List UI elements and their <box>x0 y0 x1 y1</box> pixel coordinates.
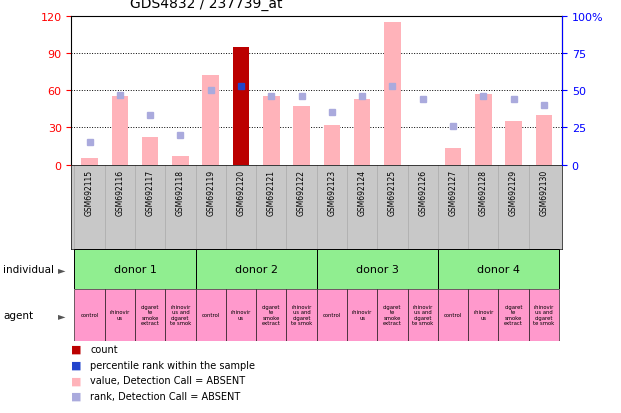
Bar <box>347 289 378 341</box>
Bar <box>196 289 226 341</box>
Text: ►: ► <box>58 310 65 320</box>
Text: GSM692129: GSM692129 <box>509 169 518 216</box>
Text: GSM692121: GSM692121 <box>267 169 276 215</box>
Text: count: count <box>90 344 117 354</box>
Text: GSM692128: GSM692128 <box>479 169 487 215</box>
Text: ■: ■ <box>71 344 82 354</box>
Text: GSM692127: GSM692127 <box>448 169 458 216</box>
Bar <box>75 289 105 341</box>
Text: ■: ■ <box>71 360 82 370</box>
Text: GSM692118: GSM692118 <box>176 169 185 215</box>
Bar <box>528 289 559 341</box>
Bar <box>468 289 499 341</box>
Text: rhinovir
us: rhinovir us <box>352 310 373 320</box>
Bar <box>438 250 559 289</box>
Bar <box>263 97 279 165</box>
Text: donor 1: donor 1 <box>114 264 156 275</box>
Text: rhinovir
us: rhinovir us <box>231 310 251 320</box>
Text: individual: individual <box>3 264 54 275</box>
Text: control: control <box>444 312 462 318</box>
Bar <box>165 289 196 341</box>
Bar <box>354 100 371 165</box>
Bar <box>384 23 401 165</box>
Text: GSM692115: GSM692115 <box>85 169 94 216</box>
Text: GSM692122: GSM692122 <box>297 169 306 215</box>
Text: cigaret
te
smoke
extract: cigaret te smoke extract <box>383 304 402 325</box>
Bar <box>286 289 317 341</box>
Text: GSM692120: GSM692120 <box>237 169 245 216</box>
Text: value, Detection Call = ABSENT: value, Detection Call = ABSENT <box>90 375 245 385</box>
Bar <box>75 250 196 289</box>
Text: GSM692116: GSM692116 <box>116 169 124 216</box>
Text: cigaret
te
smoke
extract: cigaret te smoke extract <box>262 304 281 325</box>
Text: rhinovir
us and
cigaret
te smok: rhinovir us and cigaret te smok <box>533 304 555 325</box>
Text: rhinovir
us: rhinovir us <box>473 310 494 320</box>
Bar <box>142 138 158 165</box>
Text: cigaret
te
smoke
extract: cigaret te smoke extract <box>141 304 160 325</box>
Bar <box>317 289 347 341</box>
Text: GSM692117: GSM692117 <box>146 169 155 216</box>
Text: GSM692124: GSM692124 <box>358 169 366 216</box>
Text: donor 2: donor 2 <box>235 264 278 275</box>
Bar <box>112 97 128 165</box>
Bar <box>172 157 189 165</box>
Text: donor 3: donor 3 <box>356 264 399 275</box>
Text: ►: ► <box>58 264 65 275</box>
Bar <box>293 107 310 165</box>
Text: GSM692123: GSM692123 <box>327 169 337 216</box>
Text: ■: ■ <box>71 375 82 385</box>
Bar <box>81 159 98 165</box>
Text: GSM692130: GSM692130 <box>539 169 548 216</box>
Text: control: control <box>323 312 341 318</box>
Bar <box>505 122 522 165</box>
Text: rhinovir
us and
cigaret
te smok: rhinovir us and cigaret te smok <box>170 304 191 325</box>
Text: GSM692125: GSM692125 <box>388 169 397 216</box>
Text: percentile rank within the sample: percentile rank within the sample <box>90 360 255 370</box>
Text: control: control <box>81 312 99 318</box>
Text: rhinovir
us and
cigaret
te smok: rhinovir us and cigaret te smok <box>412 304 433 325</box>
Bar <box>499 289 528 341</box>
Bar <box>256 289 286 341</box>
Bar <box>202 76 219 165</box>
Bar <box>196 250 317 289</box>
Bar <box>438 289 468 341</box>
Text: GDS4832 / 237739_at: GDS4832 / 237739_at <box>130 0 283 11</box>
Text: rhinovir
us and
cigaret
te smok: rhinovir us and cigaret te smok <box>291 304 312 325</box>
Bar <box>317 250 438 289</box>
Text: agent: agent <box>3 310 34 320</box>
Bar <box>135 289 165 341</box>
Bar <box>407 289 438 341</box>
Bar <box>445 149 461 165</box>
Bar <box>233 47 249 165</box>
Text: control: control <box>202 312 220 318</box>
Bar <box>475 95 492 165</box>
Text: rhinovir
us: rhinovir us <box>110 310 130 320</box>
Text: donor 4: donor 4 <box>477 264 520 275</box>
Bar <box>324 126 340 165</box>
Bar <box>378 289 407 341</box>
Text: GSM692119: GSM692119 <box>206 169 215 216</box>
Text: cigaret
te
smoke
extract: cigaret te smoke extract <box>504 304 523 325</box>
Text: GSM692126: GSM692126 <box>418 169 427 216</box>
Bar <box>535 116 552 165</box>
Text: ■: ■ <box>71 391 82 401</box>
Bar <box>105 289 135 341</box>
Bar <box>226 289 256 341</box>
Text: rank, Detection Call = ABSENT: rank, Detection Call = ABSENT <box>90 391 240 401</box>
